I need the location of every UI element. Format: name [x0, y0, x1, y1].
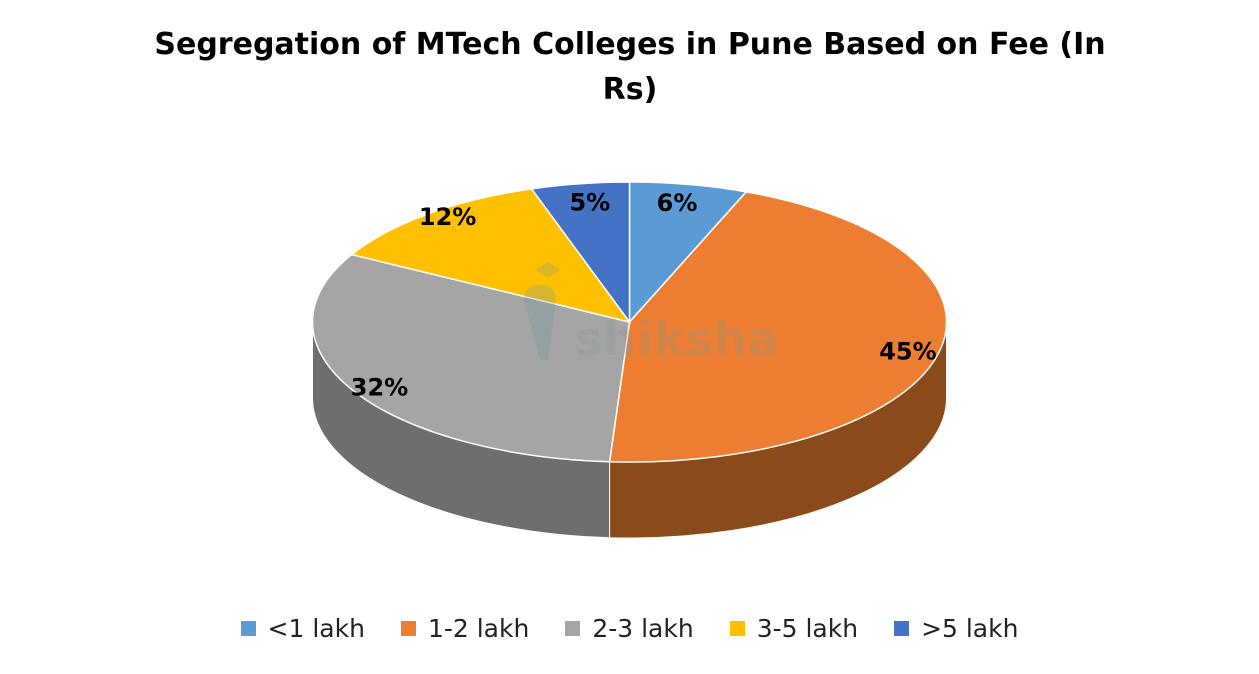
legend-swatch [894, 621, 910, 636]
legend-item-3-5-lakh: 3-5 lakh [729, 614, 859, 643]
chart-title: Segregation of MTech Colleges in Pune Ba… [154, 27, 1106, 107]
pie-slice-gt-5-lakh [530, 181, 631, 325]
legend-item-2-3-lakh: 2-3 lakh [565, 614, 694, 643]
legend-label: <1 lakh [267, 614, 365, 643]
pie-slice-lt-1-lakh [628, 181, 748, 324]
watermark-logo-icon [524, 262, 561, 360]
pie-chart: 6% 45% 32% 12% 5% [311, 181, 948, 539]
legend-swatch [729, 621, 745, 636]
pie-top-layer [311, 181, 948, 463]
data-label-3-5-lakh: 12% [419, 203, 476, 231]
legend-label: 2-3 lakh [592, 614, 694, 643]
legend-item-gt-5-lakh: >5 lakh [894, 614, 1018, 643]
data-label-gt-5-lakh: 5% [569, 189, 610, 217]
data-label-2-3-lakh: 32% [351, 374, 408, 402]
legend-swatch [240, 621, 256, 636]
chart-legend: <1 lakh 1-2 lakh 2-3 lakh 3-5 lakh >5 lakh [0, 614, 1259, 643]
data-label-1-2-lakh: 45% [879, 338, 936, 366]
legend-swatch [400, 621, 416, 636]
pie-slice-3-5-lakh [350, 188, 632, 324]
legend-swatch [565, 621, 581, 636]
legend-item-lt-1-lakh: <1 lakh [240, 614, 365, 643]
watermark-text: shiksha [575, 312, 780, 366]
legend-item-1-2-lakh: 1-2 lakh [400, 614, 530, 643]
pie-slice-1-2-lakh [608, 191, 948, 463]
pie-slice-2-3-lakh [311, 253, 631, 463]
slice-label-layer: 6% 45% 32% 12% 5% [351, 189, 937, 402]
legend-label: 3-5 lakh [756, 614, 859, 643]
legend-label: >5 lakh [921, 614, 1019, 643]
data-label-lt-1-lakh: 6% [657, 189, 698, 217]
legend-label: 1-2 lakh [427, 614, 530, 643]
